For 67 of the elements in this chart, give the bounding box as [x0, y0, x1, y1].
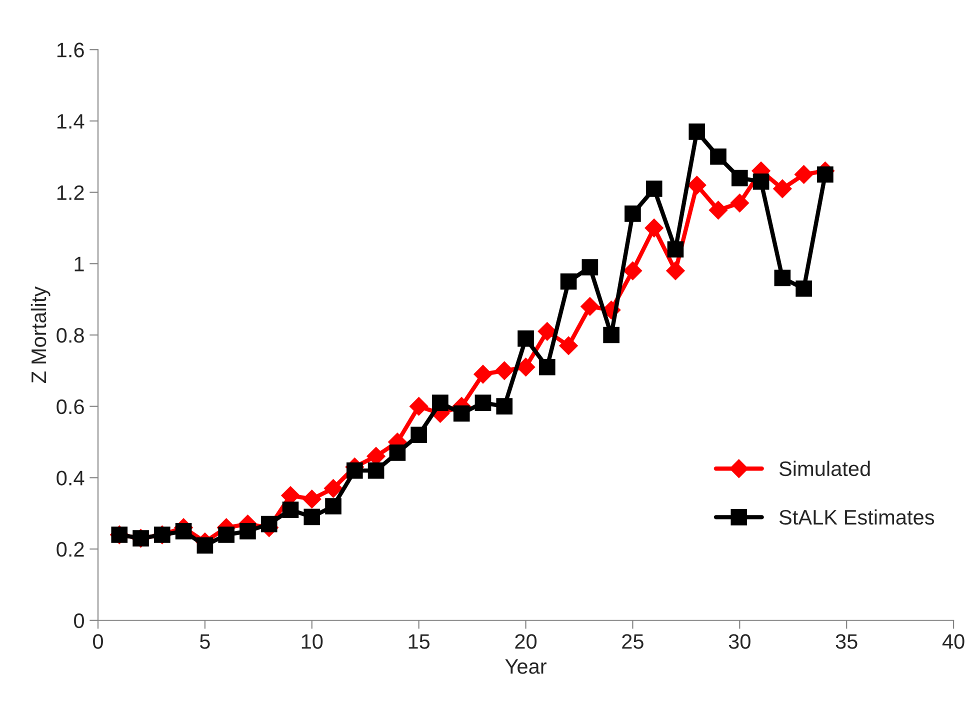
point [282, 502, 299, 518]
y-tick-label: 1.2 [57, 185, 84, 200]
point [708, 200, 728, 220]
x-tick-label: 15 [408, 634, 430, 649]
point [304, 508, 320, 526]
point [773, 179, 792, 198]
point [730, 194, 750, 212]
point [794, 165, 814, 184]
point [731, 170, 748, 186]
legend-label: Simulated [779, 460, 870, 476]
point [325, 498, 342, 514]
point [559, 336, 578, 356]
point [474, 394, 492, 411]
point [666, 261, 685, 280]
point [389, 444, 406, 461]
point [196, 537, 214, 554]
y-tick-label: 1.6 [57, 42, 84, 58]
point [496, 398, 513, 415]
y-axis-title: Z Mortality [30, 286, 50, 383]
point [218, 526, 234, 543]
point [603, 326, 620, 344]
x-tick-label: 35 [836, 634, 858, 649]
point [409, 396, 428, 416]
y-tick-label: 0.2 [56, 542, 84, 557]
x-tick-label: 0 [93, 634, 103, 649]
point [260, 516, 278, 532]
y-tick-label: 0.4 [56, 470, 84, 486]
y-tick-label: 0.8 [56, 328, 84, 343]
point [495, 361, 514, 380]
point [453, 405, 470, 422]
point [324, 479, 343, 498]
point [752, 173, 770, 190]
point [688, 176, 706, 195]
point [346, 462, 363, 479]
y-tick-label: 1.4 [57, 114, 84, 129]
point [624, 206, 641, 222]
point [432, 394, 448, 411]
point [582, 259, 598, 276]
point [518, 330, 534, 347]
x-tick-label: 30 [728, 634, 750, 649]
x-tick-label: 40 [942, 634, 964, 649]
point [667, 241, 684, 258]
legend-label: StALK Estimates [779, 509, 934, 525]
point [710, 148, 726, 165]
point [646, 180, 662, 197]
point [175, 523, 192, 540]
point [410, 426, 427, 444]
x-tick-label: 25 [622, 634, 644, 649]
point [688, 124, 706, 140]
y-tick-label: 0.6 [56, 399, 84, 414]
x-tick-label: 5 [200, 634, 210, 649]
point [368, 462, 384, 479]
point [796, 280, 812, 297]
y-tick-label: 1 [74, 256, 84, 272]
point [644, 218, 664, 238]
x-tick-label: 20 [515, 634, 537, 649]
point [623, 261, 642, 280]
point [560, 273, 577, 290]
point [580, 297, 600, 316]
point [474, 364, 492, 384]
point [240, 523, 256, 540]
x-axis-title: Year [505, 659, 546, 674]
y-tick-label: 0 [74, 613, 84, 628]
point [774, 270, 791, 286]
point [539, 358, 556, 376]
x-tick-label: 10 [302, 634, 323, 649]
point [302, 490, 322, 508]
